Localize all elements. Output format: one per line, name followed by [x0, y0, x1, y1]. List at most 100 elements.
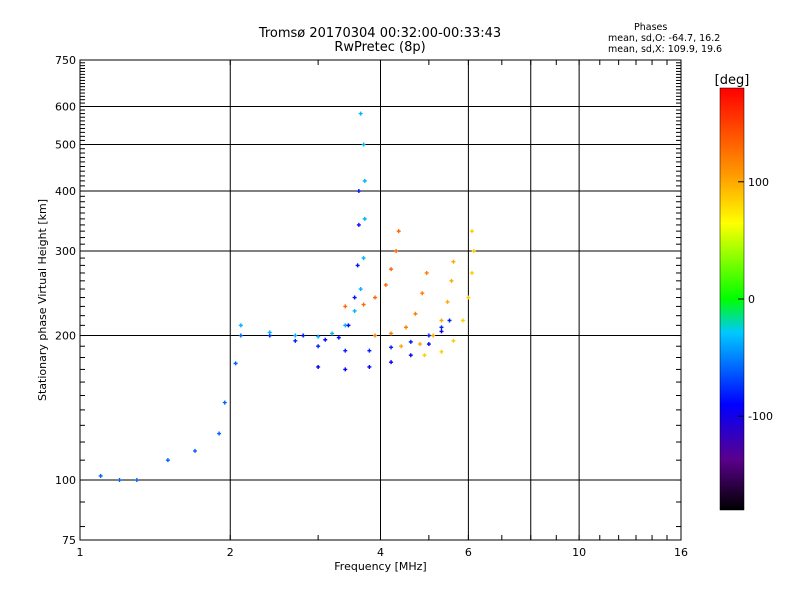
- data-point: [343, 304, 348, 309]
- data-point: [117, 478, 122, 483]
- data-point: [426, 333, 431, 338]
- data-point: [343, 348, 348, 353]
- y-tick-label: 400: [55, 185, 76, 198]
- stats-header: Phases: [634, 22, 668, 33]
- data-point: [404, 325, 409, 330]
- data-point: [330, 331, 335, 336]
- stats-x-mode: mean, sd,X: 109.9, 19.6: [608, 44, 723, 55]
- data-point: [383, 282, 388, 287]
- data-point: [466, 295, 471, 300]
- data-point: [399, 344, 404, 349]
- data-point: [238, 333, 243, 338]
- data-point: [389, 267, 394, 272]
- data-point: [361, 302, 366, 307]
- data-point: [408, 339, 413, 344]
- data-point: [356, 222, 361, 227]
- data-point: [451, 259, 456, 264]
- data-point: [389, 345, 394, 350]
- data-point: [238, 323, 243, 328]
- colorbar-tick-label: 100: [748, 176, 769, 189]
- data-point: [389, 360, 394, 365]
- x-tick-label: 1: [77, 546, 84, 559]
- data-point: [193, 448, 198, 453]
- data-point: [316, 344, 321, 349]
- data-point: [431, 333, 436, 338]
- y-tick-label: 100: [55, 474, 76, 487]
- data-point: [445, 299, 450, 304]
- data-point: [301, 333, 306, 338]
- x-tick-label: 2: [227, 546, 234, 559]
- y-tick-label: 200: [55, 330, 76, 343]
- data-point: [451, 338, 456, 343]
- data-point: [346, 323, 351, 328]
- data-point: [413, 311, 418, 316]
- y-tick-label: 600: [55, 101, 76, 114]
- stats-o-mode: mean, sd,O: -64.7, 16.2: [608, 33, 721, 44]
- data-point: [222, 400, 227, 405]
- data-point: [447, 318, 452, 323]
- data-point: [460, 318, 465, 323]
- data-point: [373, 333, 378, 338]
- data-point: [469, 229, 474, 234]
- data-point: [352, 295, 357, 300]
- colorbar-tick-label: -100: [748, 410, 773, 423]
- x-tick-label: 6: [465, 546, 472, 559]
- data-point: [358, 287, 363, 292]
- y-tick-label: 300: [55, 245, 76, 258]
- data-point: [233, 361, 238, 366]
- data-point: [367, 348, 372, 353]
- y-axis-label: Stationary phase Virtual Height [km]: [36, 199, 49, 401]
- data-point: [316, 334, 321, 339]
- data-point: [449, 278, 454, 283]
- data-point: [316, 364, 321, 369]
- data-point: [134, 478, 139, 483]
- chart-subtitle: RwPretec (8p): [334, 40, 426, 55]
- data-point: [394, 249, 399, 254]
- x-tick-label: 10: [572, 546, 586, 559]
- data-point: [293, 333, 298, 338]
- data-point: [408, 353, 413, 358]
- data-point: [267, 330, 272, 335]
- data-point: [439, 329, 444, 334]
- data-point: [373, 295, 378, 300]
- data-point: [362, 178, 367, 183]
- data-point: [469, 270, 474, 275]
- data-point: [361, 256, 366, 261]
- x-tick-label: 16: [674, 546, 688, 559]
- x-tick-label: 4: [377, 546, 384, 559]
- data-point: [439, 325, 444, 330]
- data-point: [293, 338, 298, 343]
- data-point: [439, 349, 444, 354]
- y-tick-label: 750: [55, 54, 76, 67]
- data-point: [361, 142, 366, 147]
- data-points: [98, 111, 476, 483]
- data-point: [323, 337, 328, 342]
- data-point: [217, 431, 222, 436]
- y-tick-label: 75: [62, 534, 76, 547]
- data-point: [418, 342, 423, 347]
- data-point: [362, 216, 367, 221]
- chart-title: Tromsø 20170304 00:32:00-00:33:43: [258, 26, 502, 41]
- data-point: [389, 331, 394, 336]
- data-point: [439, 318, 444, 323]
- data-point: [420, 291, 425, 296]
- data-point: [424, 270, 429, 275]
- data-point: [426, 342, 431, 347]
- data-point: [336, 335, 341, 340]
- colorbar-label: [deg]: [715, 73, 750, 88]
- data-point: [358, 111, 363, 116]
- data-point: [396, 229, 401, 234]
- x-axis-label: Frequency [MHz]: [334, 560, 426, 573]
- data-point: [422, 353, 427, 358]
- data-point: [356, 189, 361, 194]
- data-point: [98, 473, 103, 478]
- y-tick-label: 500: [55, 139, 76, 152]
- data-point: [352, 308, 357, 313]
- data-point: [471, 249, 476, 254]
- data-point: [165, 458, 170, 463]
- data-point: [355, 263, 360, 268]
- data-point: [343, 367, 348, 372]
- colorbar-tick-label: 0: [748, 293, 755, 306]
- data-point: [367, 364, 372, 369]
